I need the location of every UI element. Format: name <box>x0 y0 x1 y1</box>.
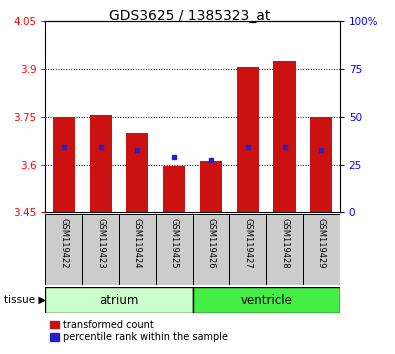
Bar <box>310 117 332 212</box>
Bar <box>53 117 75 212</box>
Text: GSM119429: GSM119429 <box>317 218 326 268</box>
Text: GSM119428: GSM119428 <box>280 218 289 268</box>
Text: GSM119424: GSM119424 <box>133 218 142 268</box>
Legend: transformed count, percentile rank within the sample: transformed count, percentile rank withi… <box>50 320 228 342</box>
Bar <box>193 287 340 313</box>
Bar <box>229 214 266 285</box>
Bar <box>90 115 112 212</box>
Bar <box>119 214 156 285</box>
Bar <box>163 166 185 212</box>
Bar <box>82 214 119 285</box>
Bar <box>126 133 149 212</box>
Bar <box>156 214 193 285</box>
Text: GSM119423: GSM119423 <box>96 218 105 268</box>
Text: GSM119425: GSM119425 <box>170 218 179 268</box>
Bar <box>45 287 193 313</box>
Bar <box>200 161 222 212</box>
Bar <box>266 214 303 285</box>
Bar <box>303 214 340 285</box>
Text: GDS3625 / 1385323_at: GDS3625 / 1385323_at <box>109 9 270 23</box>
Bar <box>273 61 295 212</box>
Text: ventricle: ventricle <box>240 293 292 307</box>
Text: atrium: atrium <box>99 293 139 307</box>
Bar <box>237 67 259 212</box>
Text: GSM119426: GSM119426 <box>207 218 215 268</box>
Text: tissue ▶: tissue ▶ <box>4 295 46 305</box>
Text: GSM119422: GSM119422 <box>59 218 68 268</box>
Bar <box>45 214 82 285</box>
Bar <box>193 214 229 285</box>
Text: GSM119427: GSM119427 <box>243 218 252 268</box>
